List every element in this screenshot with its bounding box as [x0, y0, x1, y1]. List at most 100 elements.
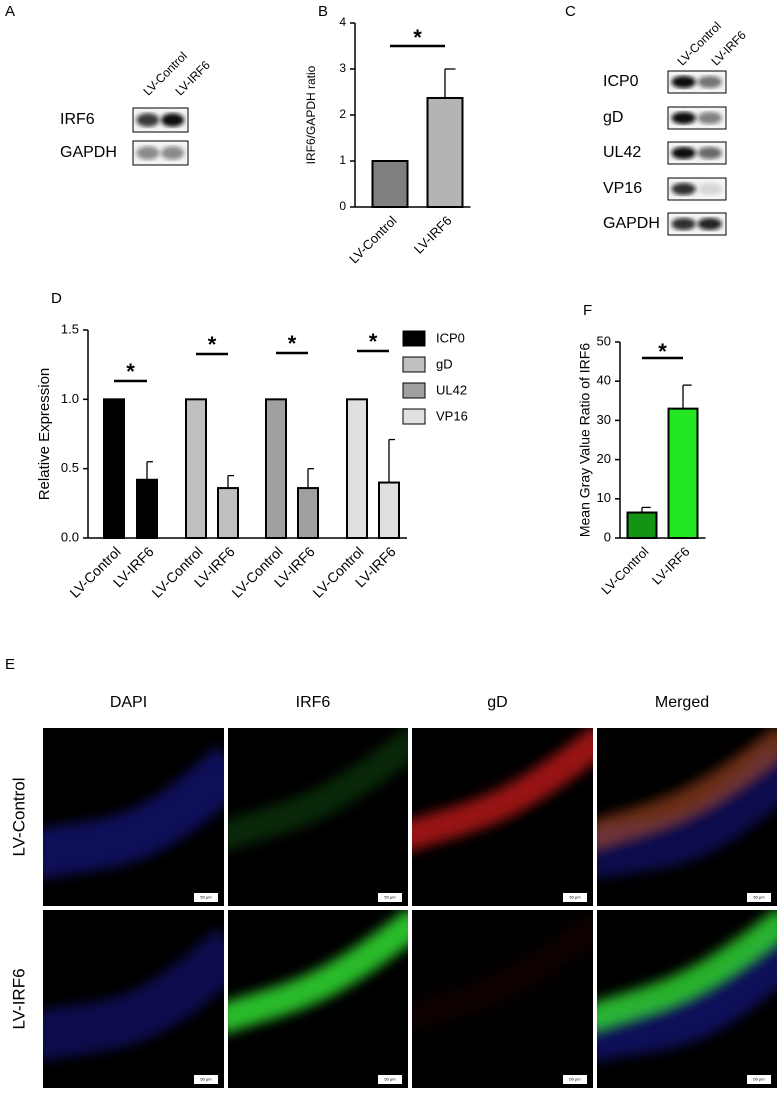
row-label: GAPDH	[60, 144, 117, 161]
micrograph: 50 μm	[228, 910, 408, 1088]
blot-band	[161, 146, 185, 160]
blot-band	[671, 146, 696, 160]
legend-label: ICP0	[436, 330, 465, 345]
y-tick-label: 0.0	[61, 529, 79, 544]
micrograph: 50 μm	[412, 728, 593, 906]
panel-label: D	[51, 290, 62, 307]
legend-label: UL42	[436, 382, 467, 397]
micrograph: 50 μm	[43, 728, 224, 906]
panel-label: E	[5, 656, 15, 673]
legend-swatch	[402, 330, 426, 347]
micrograph: 50 μm	[228, 728, 408, 906]
tissue-signal	[43, 927, 224, 1062]
row-label: LV-IRF6	[9, 968, 28, 1029]
bar	[371, 160, 409, 208]
tissue-signal	[597, 728, 777, 851]
scale-bar-label: 50 μm	[569, 1077, 581, 1082]
column-header: DAPI	[110, 694, 147, 711]
blot-band	[136, 146, 160, 160]
bar	[667, 407, 699, 540]
blot-band	[161, 113, 185, 127]
tissue-signal	[597, 927, 777, 1062]
scale-bar-label: 50 μm	[753, 895, 765, 900]
panel-label: C	[565, 3, 576, 20]
tissue-signal	[597, 745, 777, 880]
panel-label: F	[583, 302, 592, 319]
significance-star: *	[369, 329, 378, 354]
row-label: VP16	[603, 180, 642, 197]
scale-bar-box	[378, 1075, 402, 1084]
scale-bar-label: 50 μm	[200, 1077, 212, 1082]
bar	[136, 478, 158, 540]
bar	[378, 481, 400, 539]
blot-band	[697, 75, 722, 89]
y-tick-label: 4	[339, 15, 346, 29]
blot-band	[671, 182, 696, 196]
y-tick-label: 0	[604, 529, 611, 544]
bar	[185, 398, 207, 540]
row-label: ICP0	[603, 73, 639, 90]
y-tick-label: 3	[339, 61, 346, 75]
significance-star: *	[413, 25, 422, 50]
bar	[265, 398, 287, 540]
bar	[346, 398, 368, 540]
tissue-signal	[597, 910, 777, 1033]
blot-band	[671, 75, 696, 89]
legend-label: VP16	[436, 408, 468, 423]
y-axis-label: IRF6/GAPDH ratio	[304, 65, 318, 164]
legend-swatch	[402, 408, 426, 425]
micrograph: 50 μm	[597, 910, 777, 1088]
scale-bar-box	[563, 893, 587, 902]
y-tick-label: 2	[339, 107, 346, 121]
y-tick-label: 1.0	[61, 391, 79, 406]
y-tick-label: 40	[597, 373, 611, 388]
blot-band	[697, 111, 722, 125]
scale-bar-box	[194, 893, 218, 902]
blot-band	[671, 111, 696, 125]
scale-bar-box	[747, 1075, 771, 1084]
blot-band	[697, 146, 722, 160]
tissue-signal	[43, 745, 224, 880]
tissue-signal	[228, 728, 408, 851]
bar	[297, 487, 319, 539]
row-label: UL42	[603, 144, 641, 161]
x-tick-label: LV-Control	[346, 213, 399, 266]
scale-bar-label: 50 μm	[753, 1077, 765, 1082]
scale-bar-label: 50 μm	[200, 895, 212, 900]
x-tick-label: LV-Control	[598, 544, 651, 597]
significance-star: *	[288, 331, 297, 356]
scale-bar-label: 50 μm	[384, 895, 396, 900]
y-axis-label: Mean Gray Value Ratio of IRF6	[577, 343, 593, 537]
blot-band	[697, 217, 722, 231]
x-tick-label: LV-IRF6	[411, 213, 455, 257]
column-header: IRF6	[296, 694, 331, 711]
scale-bar-box	[563, 1075, 587, 1084]
tissue-signal	[412, 910, 593, 1033]
significance-star: *	[126, 359, 135, 384]
bar	[626, 511, 658, 540]
column-header: Merged	[655, 694, 709, 711]
y-tick-label: 1	[339, 153, 346, 167]
row-label: GAPDH	[603, 215, 660, 232]
y-axis-label: Relative Expression	[36, 368, 53, 501]
bar	[217, 487, 239, 539]
blot-band	[671, 217, 696, 231]
tissue-signal	[412, 728, 593, 851]
scale-bar-label: 50 μm	[569, 895, 581, 900]
x-tick-label: LV-Control	[66, 543, 123, 600]
row-label: LV-Control	[9, 777, 28, 856]
y-tick-label: 50	[597, 333, 611, 348]
y-tick-label: 1.5	[61, 321, 79, 336]
significance-star: *	[658, 339, 667, 364]
legend-swatch	[402, 356, 426, 373]
blot-band	[136, 113, 160, 127]
row-label: IRF6	[60, 111, 95, 128]
micrograph: 50 μm	[412, 910, 593, 1088]
bar	[426, 96, 464, 208]
micrograph: 50 μm	[597, 728, 777, 906]
bar	[103, 398, 125, 540]
y-tick-label: 0.5	[61, 460, 79, 475]
row-label: gD	[603, 109, 623, 126]
scale-bar-box	[747, 893, 771, 902]
